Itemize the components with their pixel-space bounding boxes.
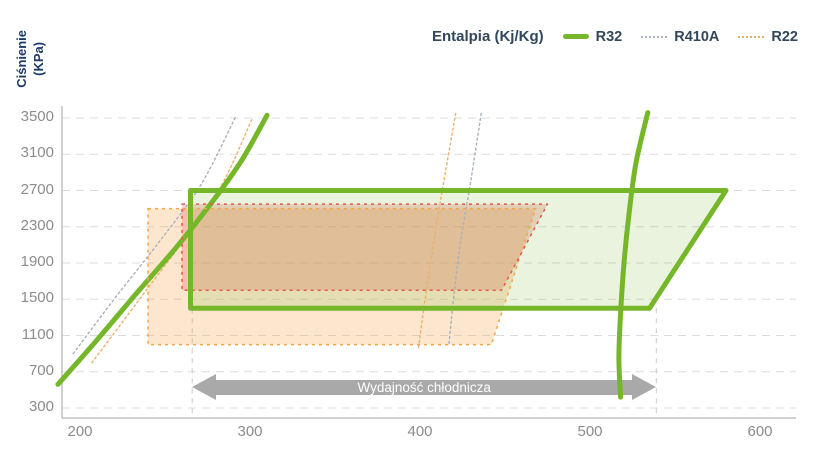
- x-tick-label: 600: [747, 423, 773, 440]
- legend-label-r410a: R410A: [674, 28, 720, 45]
- y-tick-label: 2700: [20, 180, 54, 198]
- y-tick-labels: 3500 3100 2700 2300 1900 1500 1100 700 300: [6, 0, 54, 459]
- legend: Entalpia (Kj/Kg) R32 R410A R22: [432, 28, 798, 45]
- y-tick-label: 700: [28, 361, 54, 379]
- saturation-dome-right-r22: [417, 112, 457, 350]
- cycle-fill-r410a: [182, 204, 548, 291]
- legend-label-r22: R22: [771, 28, 798, 45]
- saturation-dome-left-r410a: [72, 114, 238, 355]
- saturation-dome-right-r32: [616, 110, 651, 400]
- x-tick-label: 300: [237, 423, 263, 440]
- arrow-left-head-icon: [192, 374, 217, 400]
- x-tick-labels: 200 300 400 500 600: [0, 423, 828, 447]
- arrow-body: [216, 379, 633, 395]
- arrow-label: Wydajność chłodnicza: [357, 379, 491, 395]
- x-tick-label: 500: [577, 423, 603, 440]
- y-tick-label: 2300: [20, 216, 54, 234]
- r32-line-swatch-icon: [562, 34, 589, 39]
- legend-item-r410a: R410A: [641, 29, 719, 45]
- saturation-dome-right-r410a: [448, 112, 482, 346]
- cycle-outline-r22: [147, 207, 537, 346]
- cycle-fill-r32: [190, 190, 726, 309]
- capacity-arrow: Wydajność chłodnicza: [192, 374, 657, 400]
- r22-line-swatch-icon: [738, 35, 765, 38]
- legend-label-r32: R32: [595, 28, 623, 45]
- legend-title: Entalpia (Kj/Kg): [431, 28, 544, 45]
- y-tick-label: 300: [28, 398, 54, 415]
- y-tick-label: 3100: [20, 144, 54, 162]
- y-tick-label: 1900: [20, 253, 54, 270]
- r410a-line-swatch-icon: [641, 35, 668, 38]
- x-tick-label: 200: [67, 423, 93, 440]
- saturation-dome-left-r32: [55, 112, 270, 387]
- legend-item-r22: R22: [738, 29, 798, 45]
- y-tick-label: 3500: [20, 108, 54, 125]
- y-tick-label: 1100: [21, 325, 54, 343]
- cycle-outline-r32: [188, 188, 729, 311]
- legend-item-r32: R32: [562, 28, 623, 45]
- arrow-right-head-icon: [632, 374, 657, 400]
- cycle-outline-r410a: [181, 203, 549, 291]
- x-tick-label: 400: [407, 423, 433, 440]
- y-tick-label: 1500: [20, 289, 54, 307]
